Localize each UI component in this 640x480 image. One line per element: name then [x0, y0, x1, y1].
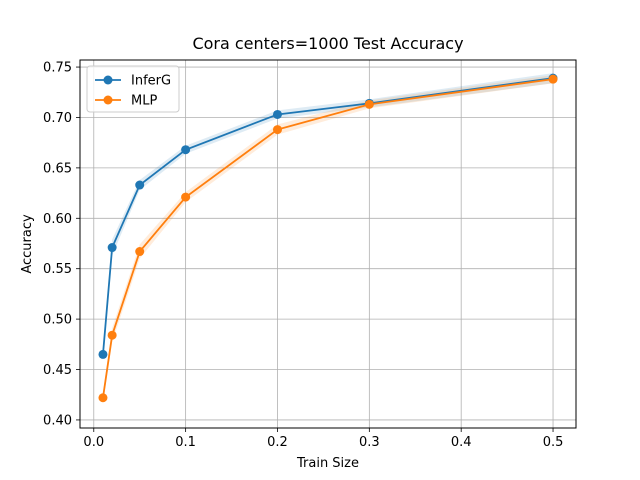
- y-tick-label: 0.45: [43, 363, 72, 378]
- y-tick-label: 0.65: [43, 161, 72, 176]
- data-point: [135, 247, 145, 257]
- legend-label: InferG: [131, 74, 171, 89]
- data-point: [107, 243, 117, 253]
- chart-title: Cora centers=1000 Test Accuracy: [192, 34, 463, 53]
- data-point: [548, 74, 558, 84]
- y-axis-label: Accuracy: [20, 214, 35, 274]
- data-point: [98, 393, 108, 403]
- data-point: [364, 99, 374, 109]
- y-tick-label: 0.60: [43, 212, 72, 227]
- data-point: [272, 109, 282, 119]
- y-tick-label: 0.55: [43, 262, 72, 277]
- x-tick-label: 0.3: [359, 435, 380, 450]
- data-point: [98, 349, 108, 359]
- series-markers: [98, 73, 558, 403]
- data-point: [181, 192, 191, 202]
- x-axis-label: Train Size: [296, 456, 359, 471]
- y-tick-label: 0.50: [43, 313, 72, 328]
- y-tick-label: 0.70: [43, 111, 72, 126]
- y-tick-label: 0.75: [43, 61, 72, 76]
- y-tick-label: 0.40: [43, 413, 72, 428]
- legend: InferG MLP: [86, 65, 180, 113]
- data-point: [181, 145, 191, 155]
- data-point: [272, 125, 282, 135]
- data-point: [135, 180, 145, 190]
- legend-marker: [103, 75, 113, 85]
- x-tick-label: 0.0: [83, 435, 104, 450]
- data-point: [107, 330, 117, 340]
- x-tick-label: 0.2: [267, 435, 288, 450]
- grid: [80, 60, 576, 428]
- x-tick-label: 0.4: [451, 435, 472, 450]
- plot-frame: [79, 59, 577, 429]
- legend-marker: [103, 95, 113, 105]
- x-tick-label: 0.1: [175, 435, 196, 450]
- y-axis-ticks: 0.40 0.45 0.50 0.55 0.60 0.65 0.70 0.75: [43, 61, 80, 428]
- x-tick-label: 0.5: [543, 435, 564, 450]
- x-axis-ticks: 0.0 0.1 0.2 0.3 0.4 0.5: [83, 428, 563, 450]
- legend-label: MLP: [131, 94, 157, 109]
